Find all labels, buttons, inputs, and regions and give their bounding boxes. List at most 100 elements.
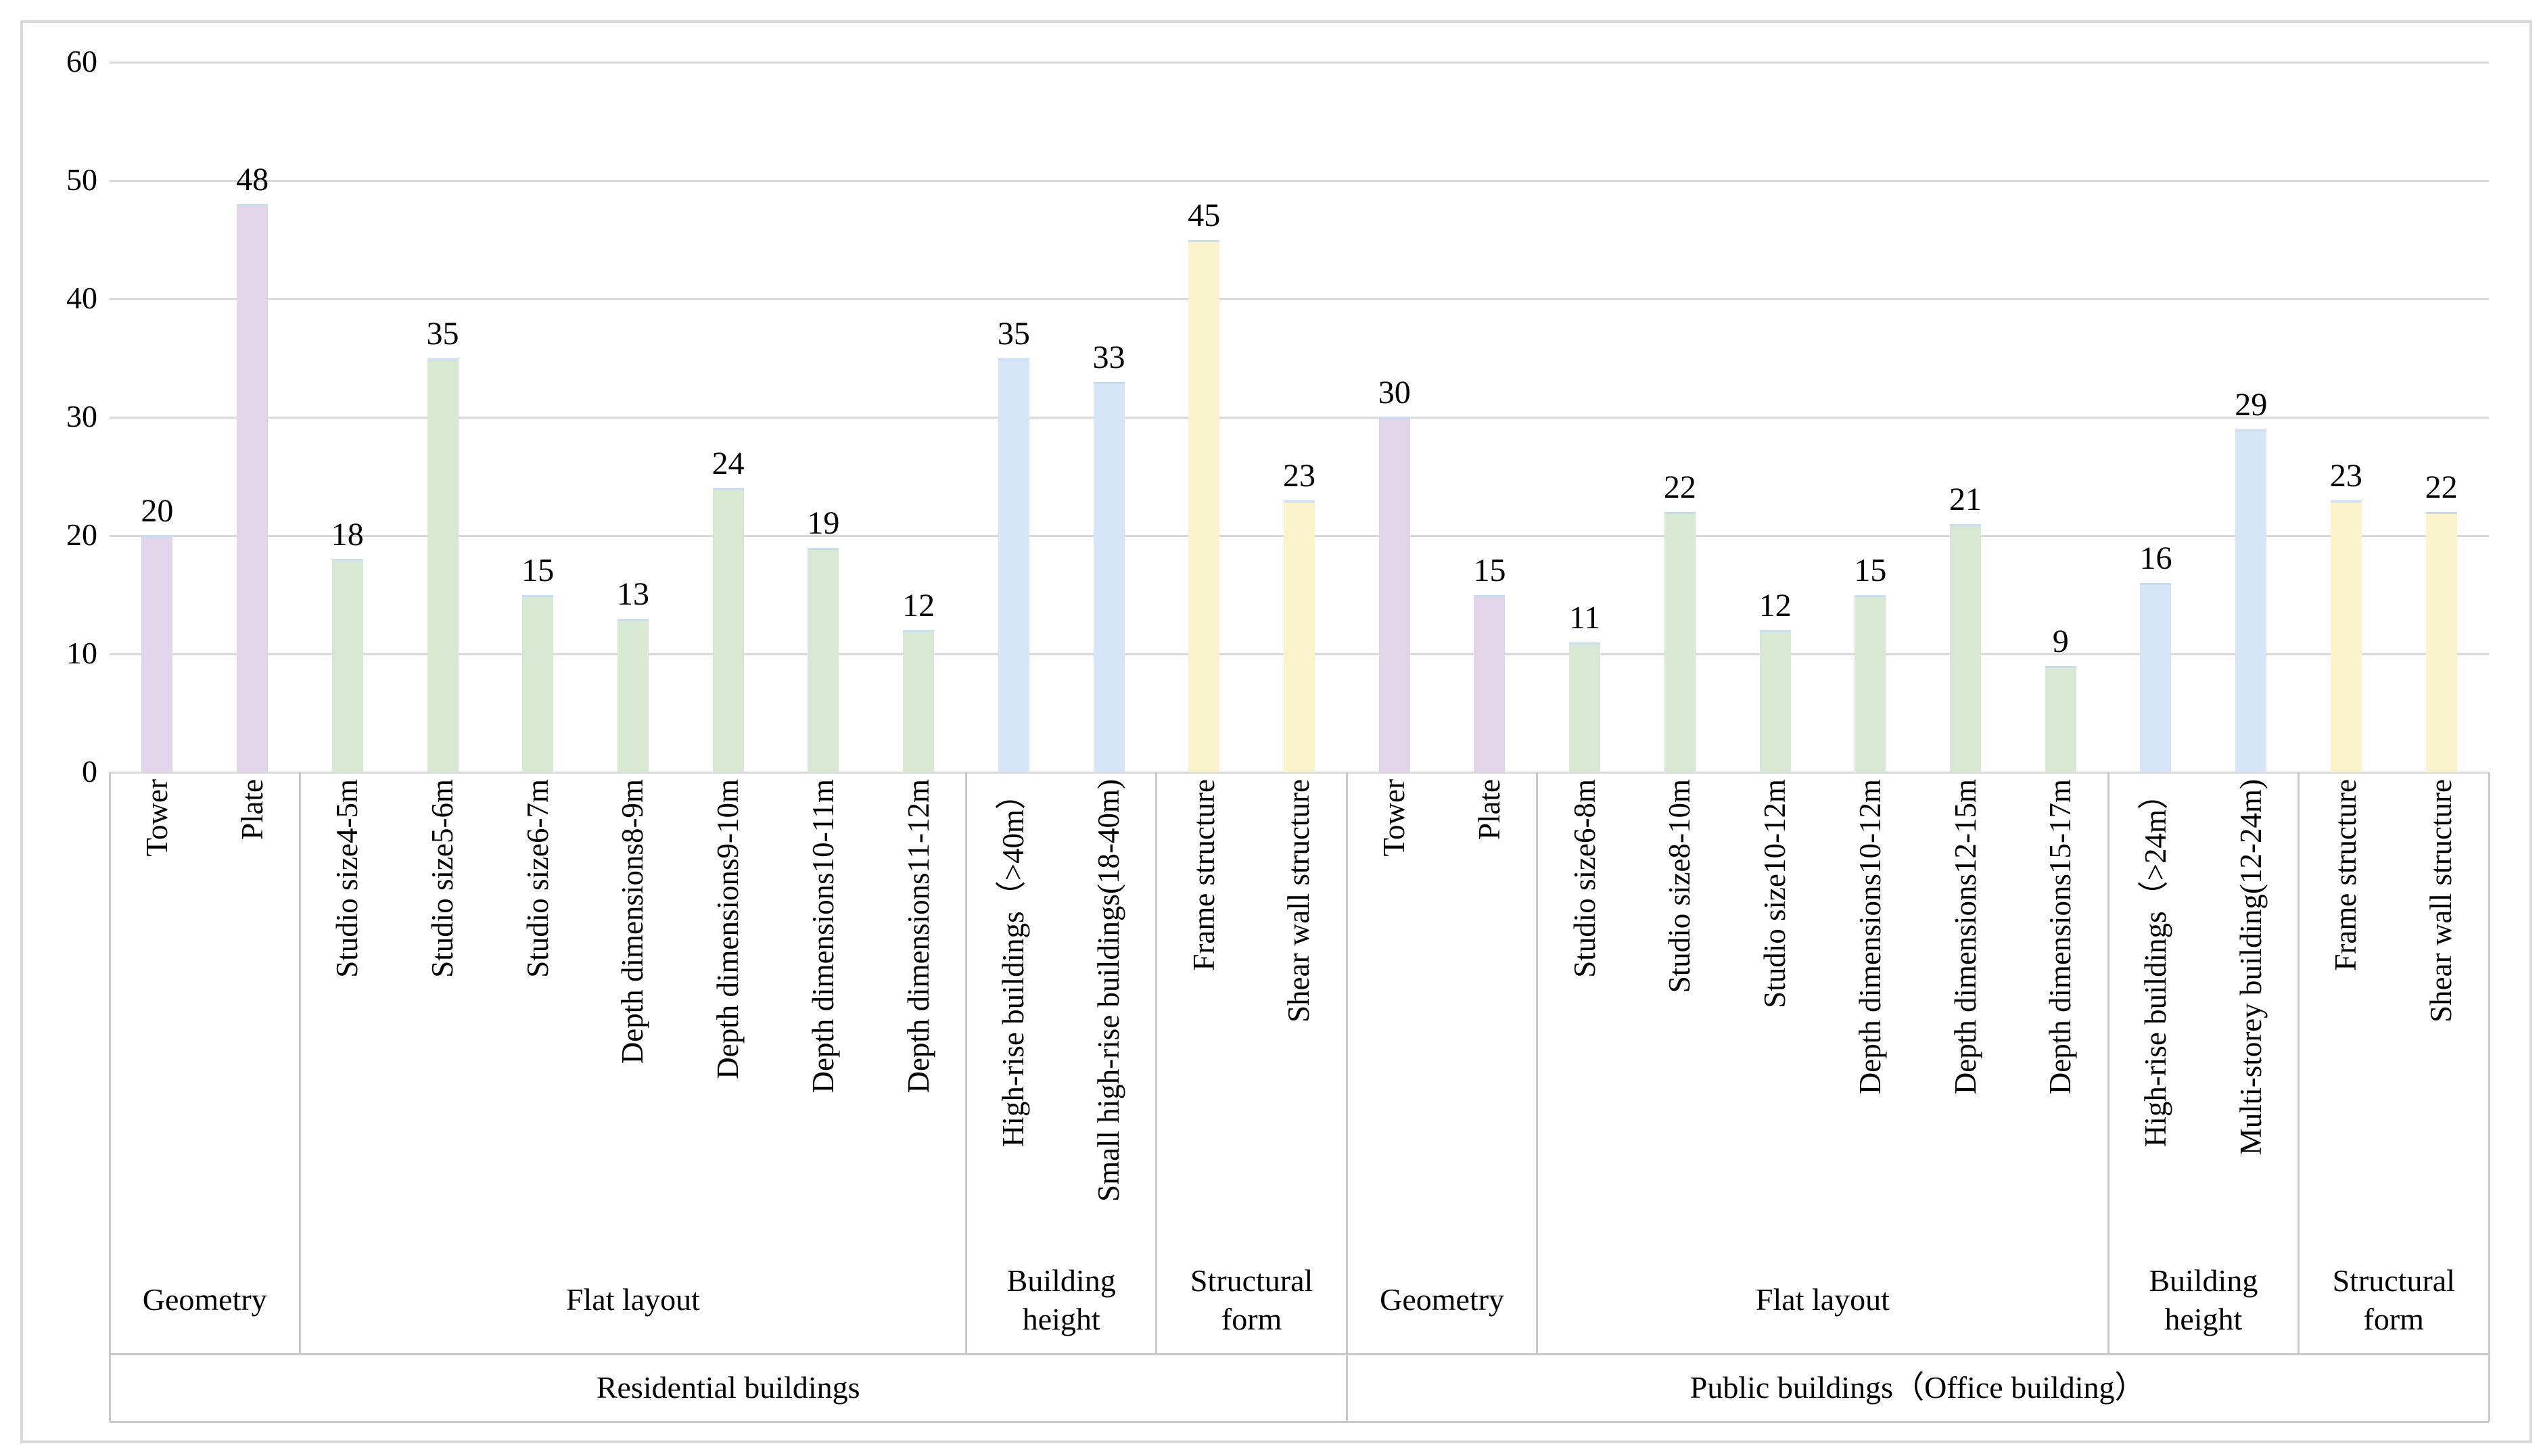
category-label: Plate [205,772,300,1246]
category-label-text: Plate [235,779,269,840]
category-label-text: Shear wall structure [2424,779,2458,1023]
y-tick-label: 10 [66,636,97,670]
category-label-text: Depth dimensions15-17m [2043,779,2078,1095]
bar [1188,239,1220,772]
table-border [2488,772,2490,1422]
category-label: Depth dimensions8-9m [586,772,681,1246]
bar-value-label: 33 [1092,339,1125,375]
table-divider [2107,772,2109,1354]
category-label-text: High-rise buildings（>24m） [2138,779,2172,1148]
bar [141,536,173,772]
category-label: Studio size6-8m [1537,772,1633,1246]
bar [2425,512,2457,772]
y-tick-label: 0 [82,754,97,789]
bar [1855,594,1886,772]
y-tick-label: 40 [66,281,97,315]
bar-value-label: 15 [521,552,555,588]
bar [998,358,1029,772]
bar-value-label: 15 [1854,552,1887,588]
bar [1759,630,1791,772]
bar-value-label: 15 [1473,552,1506,588]
category-label-text: Studio size4-5m [330,779,365,978]
bar-value-label: 9 [2052,623,2069,659]
category-label: Depth dimensions10-11m [776,772,871,1246]
category-label-text: Shear wall structure [1282,779,1316,1023]
category-label: Shear wall structure [2394,772,2489,1246]
table-divider [1345,772,1348,1422]
category-label-text: Frame structure [2329,779,2363,971]
category-label: Studio size8-10m [1633,772,1728,1246]
category-label: Frame structure [1157,772,1252,1246]
bar-value-label: 19 [807,504,840,541]
category-label: High-rise buildings（>40m） [966,772,1061,1246]
y-tick-label: 60 [66,44,97,78]
category-label: Multi-storey building(12-24m) [2204,772,2299,1246]
category-label-text: Depth dimensions8-9m [615,779,650,1064]
subgroup-label: Building height [2149,1263,2258,1337]
group-label: Residential buildings [596,1370,860,1405]
bar [1284,500,1315,772]
category-label: Depth dimensions15-17m [2013,772,2108,1246]
table-border [108,772,111,1422]
bar [1664,512,1696,772]
table-border [110,1420,2489,1423]
bar-value-label: 22 [1663,469,1696,505]
subgroup-label: Building height [1006,1263,1116,1337]
bar-value-label: 35 [997,315,1030,352]
category-label-text: Depth dimensions10-11m [806,779,840,1094]
table-border [110,1353,2489,1355]
bar-value-label: 35 [426,315,459,352]
category-label: Depth dimensions9-10m [680,772,776,1246]
bar-value-label: 22 [2425,469,2458,505]
bar [522,594,554,772]
category-label-text: Depth dimensions12-15m [1948,779,1982,1095]
gridline [110,417,2489,419]
bar [712,488,744,772]
bar-value-label: 45 [1188,197,1221,233]
gridline [110,772,2489,774]
bar-value-label: 20 [141,493,174,529]
subgroup-label: Geometry [1380,1282,1505,1317]
category-label: Shear wall structure [1252,772,1347,1246]
gridline [110,180,2489,182]
category-label-text: Studio size6-7m [520,779,555,978]
bar-value-label: 12 [1758,588,1792,624]
category-label: Studio size6-7m [490,772,586,1246]
bar-value-label: 30 [1378,375,1411,410]
category-label-text: Multi-storey building(12-24m) [2233,779,2268,1156]
bar [808,547,839,772]
category-label: Studio size4-5m [300,772,395,1246]
bar-value-label: 13 [616,576,649,612]
category-label-text: Frame structure [1186,779,1221,971]
subgroup-label: Structural form [2332,1263,2455,1337]
category-label: Studio size5-6m [395,772,490,1246]
y-tick-label: 50 [66,162,97,197]
bar [2045,665,2076,772]
category-label: Studio size10-12m [1727,772,1823,1246]
table-divider [2298,772,2300,1354]
category-label-text: Studio size6-8m [1567,779,1602,978]
bar-value-label: 18 [331,517,364,553]
bar [2140,583,2172,772]
bar-value-label: 16 [2139,540,2172,576]
bar-value-label: 48 [236,162,269,197]
bar [1474,594,1506,772]
table-divider [1536,772,1539,1354]
category-label: Depth dimensions11-12m [871,772,966,1246]
bar [1950,523,1982,772]
bar [2235,429,2267,772]
category-label: Depth dimensions12-15m [1918,772,2013,1246]
bar [617,618,649,772]
category-label: Frame structure [2299,772,2394,1246]
bar [427,358,459,772]
subgroup-label: Geometry [142,1282,267,1317]
bar-value-label: 11 [1569,599,1601,636]
bar-value-label: 29 [2235,386,2268,423]
bar [237,204,269,772]
bar [1378,417,1410,772]
category-label-text: Studio size8-10m [1662,779,1697,993]
category-label-text: Depth dimensions9-10m [711,779,745,1079]
category-label: Tower [110,772,205,1246]
category-label-text: Tower [1377,779,1412,857]
category-label-text: Plate [1472,779,1506,840]
